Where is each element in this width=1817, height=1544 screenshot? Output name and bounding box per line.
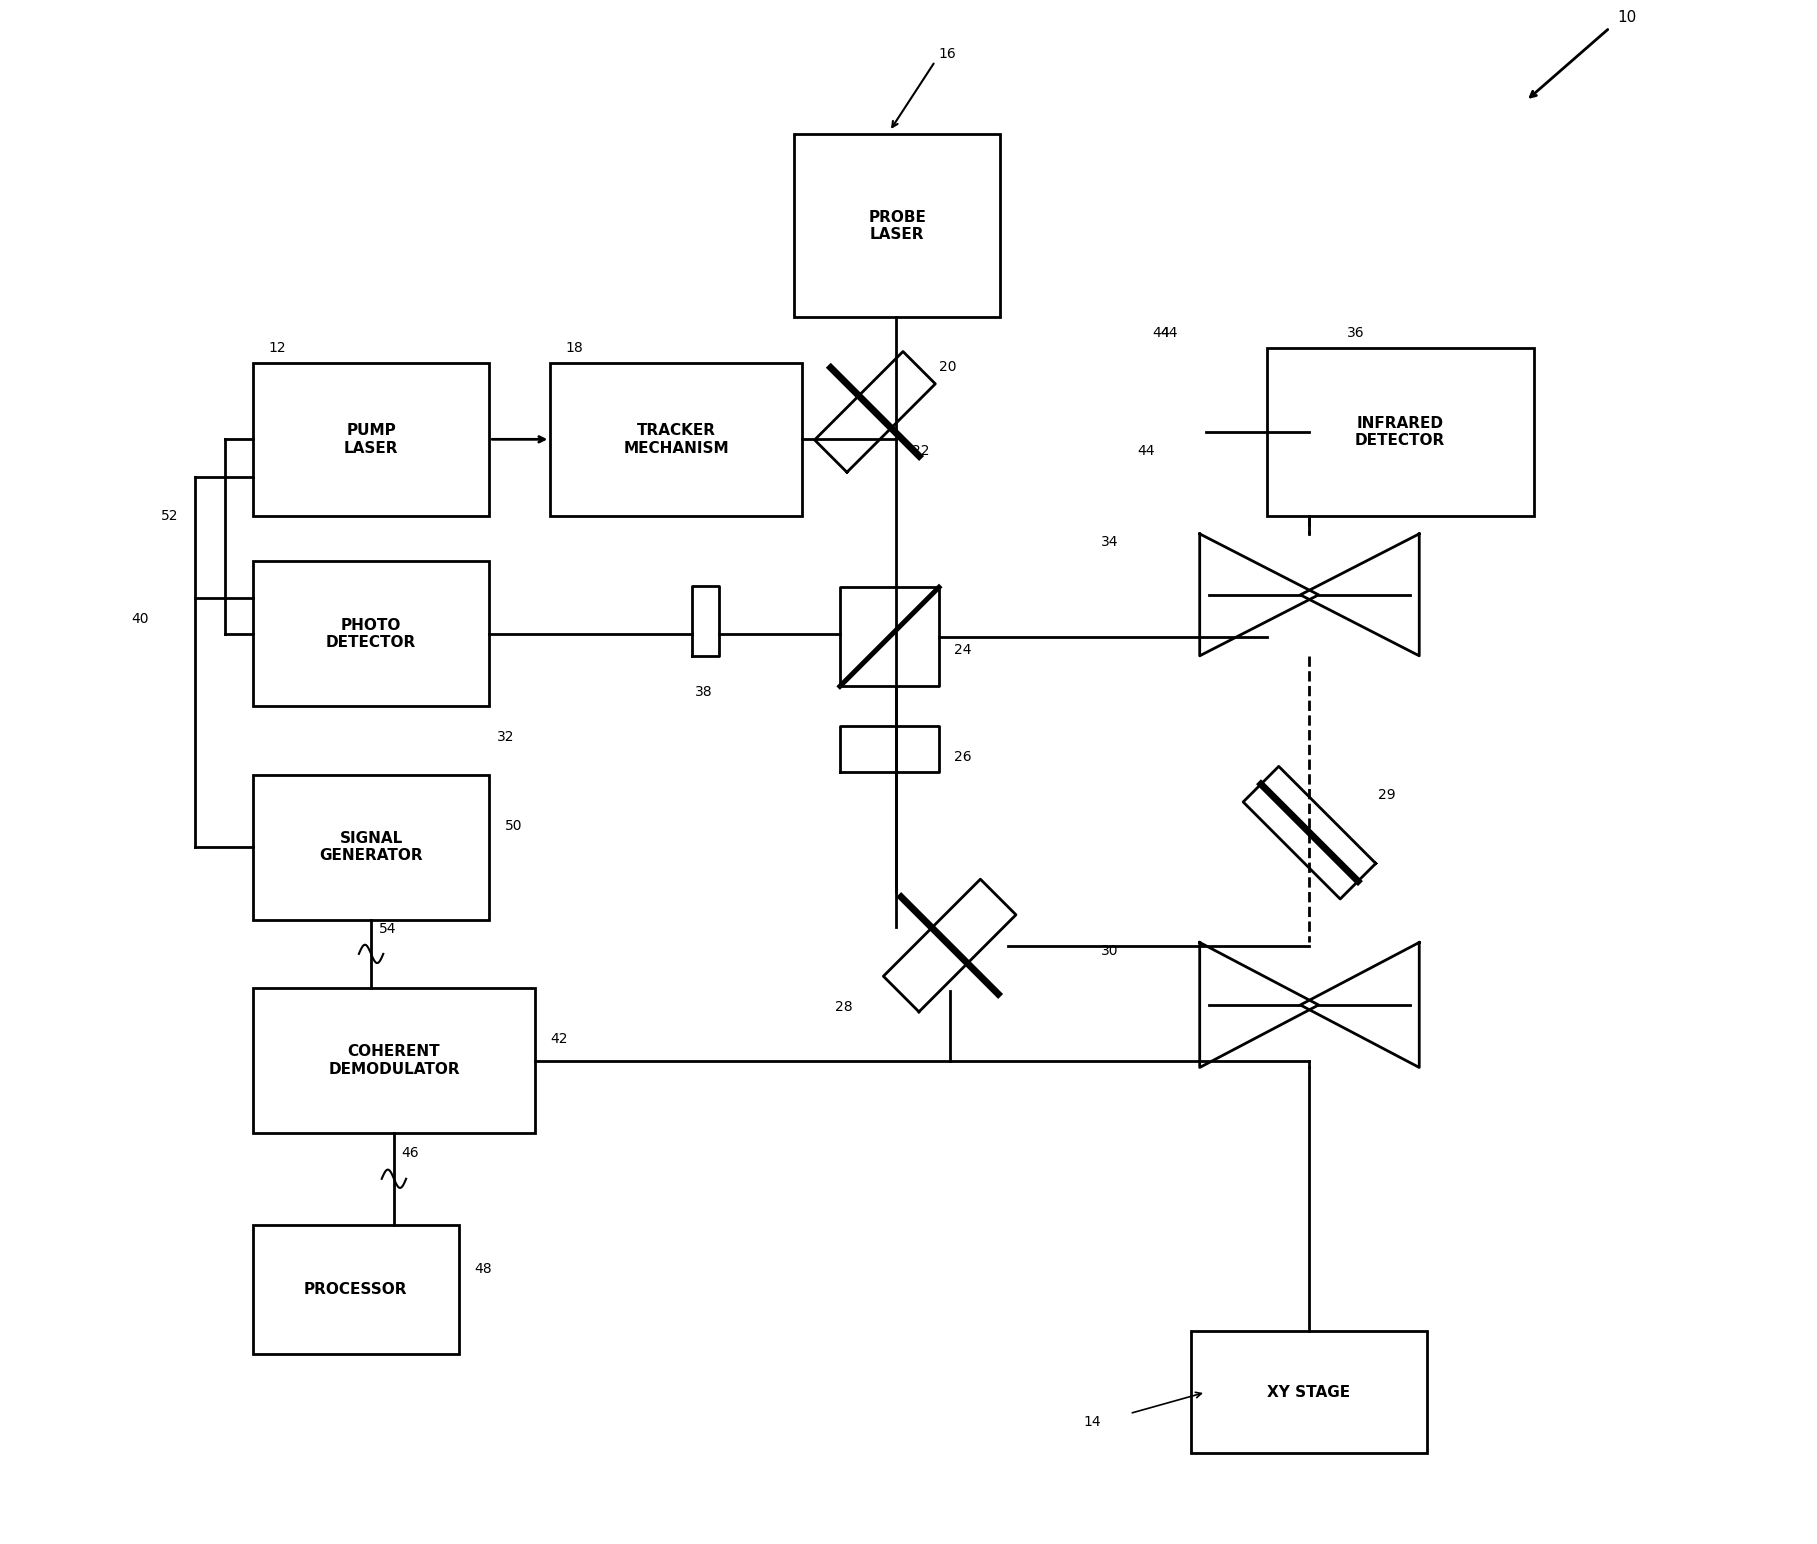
Text: 42: 42: [551, 1031, 567, 1047]
Text: 24: 24: [954, 642, 972, 656]
Text: 10: 10: [1617, 9, 1637, 25]
Bar: [551, 363, 801, 516]
Text: 44: 44: [1159, 326, 1177, 340]
Text: 14: 14: [1083, 1414, 1101, 1428]
Text: XY STAGE: XY STAGE: [1266, 1385, 1350, 1400]
Text: 48: 48: [474, 1263, 492, 1277]
Bar: [1190, 1331, 1426, 1453]
Text: 40: 40: [131, 611, 149, 627]
Bar: [253, 363, 489, 516]
Text: 18: 18: [565, 341, 583, 355]
Bar: [253, 1224, 458, 1354]
Text: 52: 52: [162, 510, 178, 523]
Text: 28: 28: [836, 1001, 852, 1014]
Text: COHERENT
DEMODULATOR: COHERENT DEMODULATOR: [329, 1044, 460, 1076]
Text: 16: 16: [938, 48, 956, 62]
Text: 36: 36: [1346, 326, 1365, 340]
Text: 30: 30: [1101, 943, 1117, 957]
Bar: [1266, 347, 1534, 516]
Bar: [253, 775, 489, 920]
Text: 54: 54: [378, 922, 396, 936]
Text: PUMP
LASER: PUMP LASER: [343, 423, 398, 455]
Bar: [253, 562, 489, 706]
Text: 46: 46: [402, 1147, 420, 1161]
Text: 12: 12: [269, 341, 285, 355]
Text: 34: 34: [1101, 536, 1117, 550]
Bar: [794, 134, 999, 318]
Text: 44: 44: [1152, 326, 1170, 340]
Text: 38: 38: [696, 684, 712, 698]
Text: 44: 44: [1137, 443, 1154, 457]
Text: PHOTO
DETECTOR: PHOTO DETECTOR: [325, 618, 416, 650]
Text: TRACKER
MECHANISM: TRACKER MECHANISM: [623, 423, 729, 455]
Text: 32: 32: [496, 730, 514, 744]
Text: 50: 50: [505, 818, 521, 832]
Text: 22: 22: [912, 443, 928, 457]
Text: 29: 29: [1377, 787, 1395, 803]
Text: INFRARED
DETECTOR: INFRARED DETECTOR: [1355, 415, 1445, 448]
Text: PROCESSOR: PROCESSOR: [303, 1282, 407, 1297]
Bar: [253, 988, 534, 1133]
Text: 20: 20: [939, 360, 956, 374]
Text: PROBE
LASER: PROBE LASER: [869, 210, 927, 242]
Text: SIGNAL
GENERATOR: SIGNAL GENERATOR: [320, 831, 423, 863]
Text: 26: 26: [954, 750, 972, 764]
